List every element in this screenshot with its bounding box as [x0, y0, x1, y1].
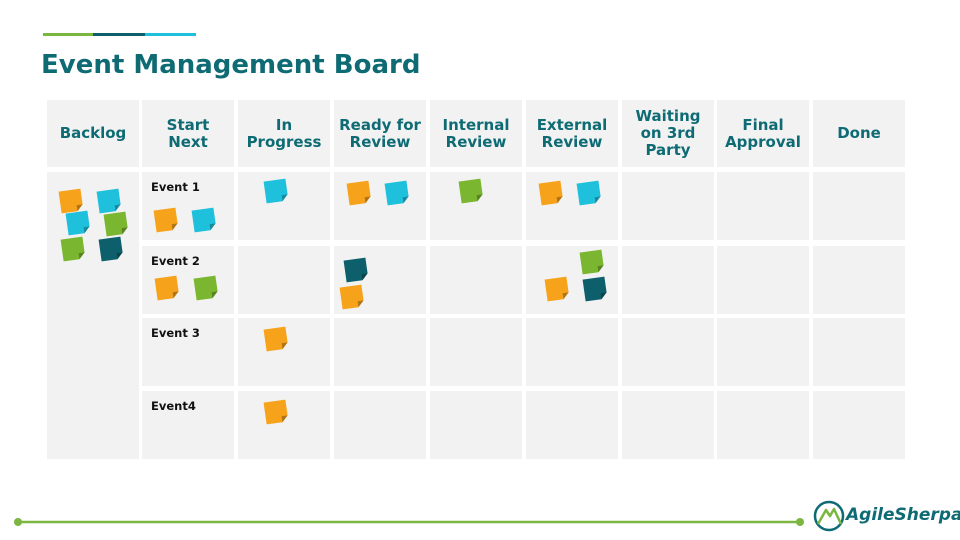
- sticky-note: [384, 180, 410, 206]
- accent-bar: [93, 33, 145, 36]
- footer-dot: [14, 518, 22, 526]
- board-cell: [334, 318, 426, 386]
- header-line: Party: [645, 141, 691, 159]
- board-cell: [238, 246, 330, 314]
- sticky-note: [263, 178, 289, 204]
- board-cell: [717, 246, 809, 314]
- sticky-note: [103, 211, 129, 237]
- sticky-note: [65, 210, 91, 236]
- board-cell: [717, 318, 809, 386]
- accent-bar: [145, 33, 196, 36]
- board-cell: [526, 318, 618, 386]
- board-cell: [813, 391, 905, 459]
- sticky-notes: [58, 178, 608, 425]
- column-header: In Progress: [238, 100, 330, 167]
- logo-icon: [813, 500, 845, 532]
- sticky-note: [98, 236, 124, 262]
- column-header: Done: [813, 100, 905, 167]
- header-line: Ready for: [339, 115, 421, 134]
- sticky-note: [58, 188, 84, 214]
- header-line: Final: [742, 115, 784, 134]
- sticky-note: [458, 178, 484, 204]
- row-label: Event 1: [151, 180, 200, 194]
- header-line: Done: [837, 124, 881, 142]
- sticky-note: [154, 275, 180, 301]
- sticky-note: [153, 207, 179, 233]
- sticky-note: [346, 180, 372, 206]
- board-cell: [813, 172, 905, 240]
- sticky-note: [538, 180, 564, 206]
- board-cell: [430, 318, 522, 386]
- column-header: Final Approval: [717, 100, 809, 167]
- sticky-note: [582, 276, 608, 302]
- column-header: Internal Review: [430, 100, 522, 167]
- header-line: External: [536, 115, 608, 134]
- sticky-note: [263, 399, 289, 425]
- board-cell: [526, 391, 618, 459]
- header-line: Internal: [442, 115, 510, 134]
- header-line: Review: [445, 132, 507, 151]
- board-cell: [622, 318, 714, 386]
- column-header: Backlog: [47, 100, 139, 167]
- board-cell: [717, 391, 809, 459]
- sticky-note: [96, 188, 122, 214]
- sticky-note: [343, 257, 369, 283]
- accent-bar: [43, 33, 93, 36]
- board-cell: [622, 172, 714, 240]
- column-header: Ready for Review: [334, 100, 426, 167]
- sticky-note: [191, 207, 217, 233]
- board-cell: [142, 318, 234, 386]
- header-line: Backlog: [59, 124, 127, 142]
- board-cell: [813, 318, 905, 386]
- sticky-note: [579, 249, 605, 275]
- row-label: Event 2: [151, 254, 200, 268]
- column-header: External Review: [526, 100, 618, 167]
- board-cell: [430, 391, 522, 459]
- sticky-note: [544, 276, 570, 302]
- board-cell: [622, 246, 714, 314]
- footer-dot: [796, 518, 804, 526]
- sticky-note: [339, 284, 365, 310]
- header-line: Progress: [246, 132, 322, 151]
- board-cell: [142, 391, 234, 459]
- header-line: Approval: [725, 132, 801, 151]
- sticky-note: [193, 275, 219, 301]
- header-line: Next: [168, 132, 208, 151]
- header-line: Review: [541, 132, 603, 151]
- sticky-note: [60, 236, 86, 262]
- header-line: on 3rd: [640, 124, 696, 142]
- sticky-note: [576, 180, 602, 206]
- sticky-note: [263, 326, 289, 352]
- header-line: Start: [166, 115, 210, 134]
- row-label: Event 3: [151, 326, 200, 340]
- board-cell: [334, 391, 426, 459]
- column-header: Start Next: [142, 100, 234, 167]
- row-label: Event4: [151, 399, 196, 413]
- header-line: Waiting: [635, 107, 701, 125]
- header-line: Review: [349, 132, 411, 151]
- column-header: Waiting on 3rd Party: [622, 100, 714, 167]
- board-cell: [717, 172, 809, 240]
- board-cell: [622, 391, 714, 459]
- title: Event Management Board: [41, 50, 421, 80]
- board-cell: [813, 246, 905, 314]
- board-cell: [430, 246, 522, 314]
- header-line: In: [275, 115, 293, 134]
- logo-text: AgileSherpas: [846, 505, 960, 525]
